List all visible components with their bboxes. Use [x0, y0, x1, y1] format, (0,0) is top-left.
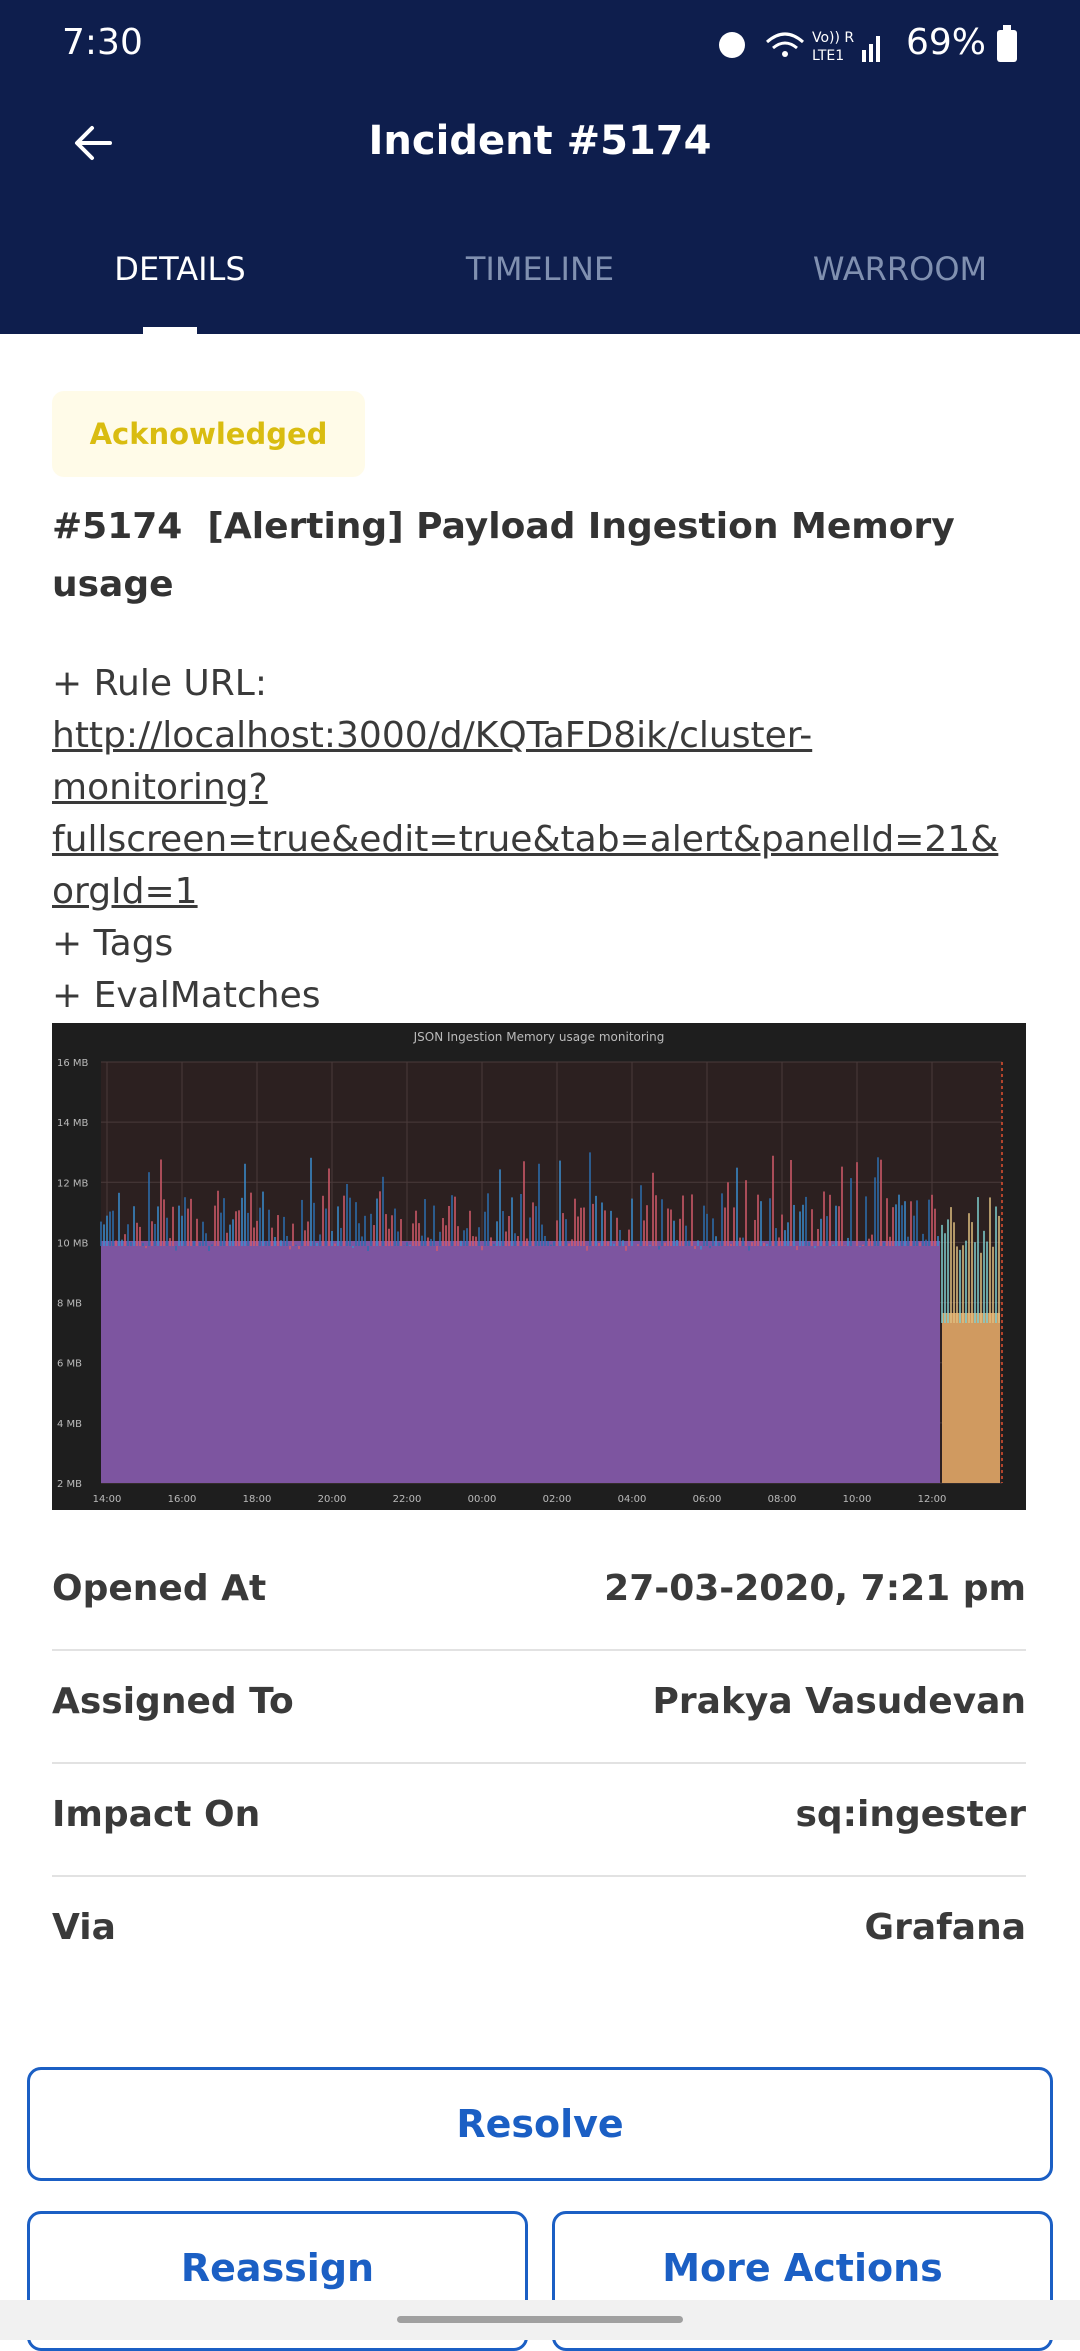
- svg-text:Vo)) R: Vo)) R: [812, 30, 854, 46]
- graph-x-label: 18:00: [243, 1494, 272, 1505]
- tab-indicator: [143, 327, 197, 334]
- detail-label: Assigned To: [52, 1681, 294, 1722]
- rule-url-link[interactable]: http://localhost:3000/d/KQTaFD8ik/cluste…: [52, 715, 999, 912]
- resolve-button[interactable]: Resolve: [27, 2067, 1053, 2181]
- status-time: 7:30: [62, 22, 143, 63]
- divider: [52, 1762, 1026, 1764]
- screen-title: Incident #5174: [368, 118, 712, 164]
- graph-x-label: 08:00: [768, 1494, 797, 1505]
- eval-matches-line: + EvalMatches: [52, 975, 321, 1016]
- divider: [52, 1875, 1026, 1877]
- rule-url-label: + Rule URL:: [52, 663, 267, 704]
- graph-x-label: 14:00: [93, 1494, 122, 1505]
- graph-y-label: 8 MB: [57, 1299, 82, 1310]
- graph-title: JSON Ingestion Memory usage monitoring: [413, 1030, 665, 1044]
- graph-x-label: 00:00: [468, 1494, 497, 1505]
- graph-y-label: 10 MB: [57, 1238, 89, 1249]
- detail-value: Prakya Vasudevan: [652, 1681, 1026, 1722]
- battery-icon: [997, 25, 1017, 62]
- detail-label: Opened At: [52, 1568, 267, 1609]
- detail-value: sq:ingester: [795, 1794, 1026, 1835]
- status-icons: Vo)) R LTE1: [719, 30, 880, 64]
- graph-x-label: 02:00: [543, 1494, 572, 1505]
- graph-x-label: 04:00: [618, 1494, 647, 1505]
- graph-y-label: 6 MB: [57, 1359, 82, 1370]
- graph-x-label: 20:00: [318, 1494, 347, 1505]
- graph-x-label: 10:00: [843, 1494, 872, 1505]
- graph-area-recent: [942, 1313, 1000, 1483]
- graph-x-label: 06:00: [693, 1494, 722, 1505]
- graph-y-label: 12 MB: [57, 1178, 89, 1189]
- tab[interactable]: DETAILS: [114, 250, 246, 288]
- graph-area: [101, 1241, 940, 1483]
- graph-y-label: 4 MB: [57, 1419, 82, 1430]
- detail-value: Grafana: [864, 1907, 1026, 1948]
- back-button[interactable]: [70, 120, 116, 166]
- graph-y-label: 14 MB: [57, 1118, 89, 1129]
- incident-title: #5174 [Alerting] Payload Ingestion Memor…: [52, 506, 968, 605]
- graph-x-label: 16:00: [168, 1494, 197, 1505]
- incident-description: + Rule URL: http://localhost:3000/d/KQTa…: [52, 658, 1012, 1074]
- tags-line: + Tags: [52, 923, 174, 964]
- battery-percent: 69%: [906, 22, 987, 63]
- graph-image: JSON Ingestion Memory usage monitoring 16…: [52, 1023, 1026, 1510]
- status-badge: Acknowledged: [52, 391, 365, 477]
- svg-text:LTE1: LTE1: [812, 48, 844, 64]
- tab[interactable]: WARROOM: [812, 250, 988, 288]
- graph-x-label: 22:00: [393, 1494, 422, 1505]
- home-handle[interactable]: [397, 2316, 683, 2323]
- graph-x-label: 12:00: [918, 1494, 947, 1505]
- detail-value: 27-03-2020, 7:21 pm: [604, 1568, 1026, 1609]
- graph-y-label: 2 MB: [57, 1479, 82, 1490]
- tab[interactable]: TIMELINE: [465, 250, 615, 288]
- graph-y-label: 16 MB: [57, 1058, 89, 1069]
- divider: [52, 1649, 1026, 1651]
- detail-label: Via: [52, 1907, 116, 1948]
- app-bar: [0, 0, 1080, 334]
- detail-label: Impact On: [52, 1794, 261, 1835]
